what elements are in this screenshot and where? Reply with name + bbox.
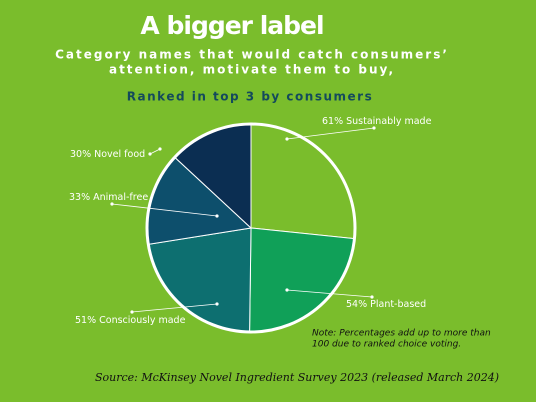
leader-line [111,203,218,217]
value-label: 30% [70,149,91,160]
value-label: 61% [322,116,343,127]
leader-line [149,148,161,155]
note: Note: Percentages add up to more than [312,329,491,339]
data-label: 51% Consciously made [75,315,186,326]
value-label: 54% [346,299,367,310]
pie-outline [145,122,357,334]
leader-dot [285,137,289,141]
category-label: Novel food [94,149,145,160]
leader-dot [148,152,152,156]
category-label: Sustainably made [346,116,431,127]
leader-dot [372,126,376,130]
subtitle: Category names that would catch consumer… [55,48,449,62]
category-label: Consciously made [99,315,185,326]
subtitle: attention, motivate them to buy, [109,63,395,77]
leader-line [286,289,373,298]
value-label: 51% [75,315,96,326]
chart-title: A bigger label [140,11,323,40]
note: 100 due to ranked choice voting. [312,340,461,350]
leader-dot [370,295,374,299]
leader-dot [215,302,219,306]
data-label: 33% Animal-free [69,192,148,203]
leader-dot [130,310,134,314]
leader-dot [285,288,289,292]
source: Source: McKinsey Novel Ingredient Survey… [95,371,499,384]
leader-line [286,127,375,140]
category-label: Animal-free [93,192,148,203]
data-label: 30% Novel food [70,149,145,160]
leader-dot [215,214,219,218]
data-label: 54% Plant-based [346,299,426,310]
leader-dot [110,202,114,206]
category-label: Plant-based [370,299,426,310]
leader-line [131,303,218,313]
value-label: 33% [69,192,90,203]
heading: Ranked in top 3 by consumers [127,90,373,104]
leader-dot [158,147,162,151]
data-label: 61% Sustainably made [322,116,432,127]
